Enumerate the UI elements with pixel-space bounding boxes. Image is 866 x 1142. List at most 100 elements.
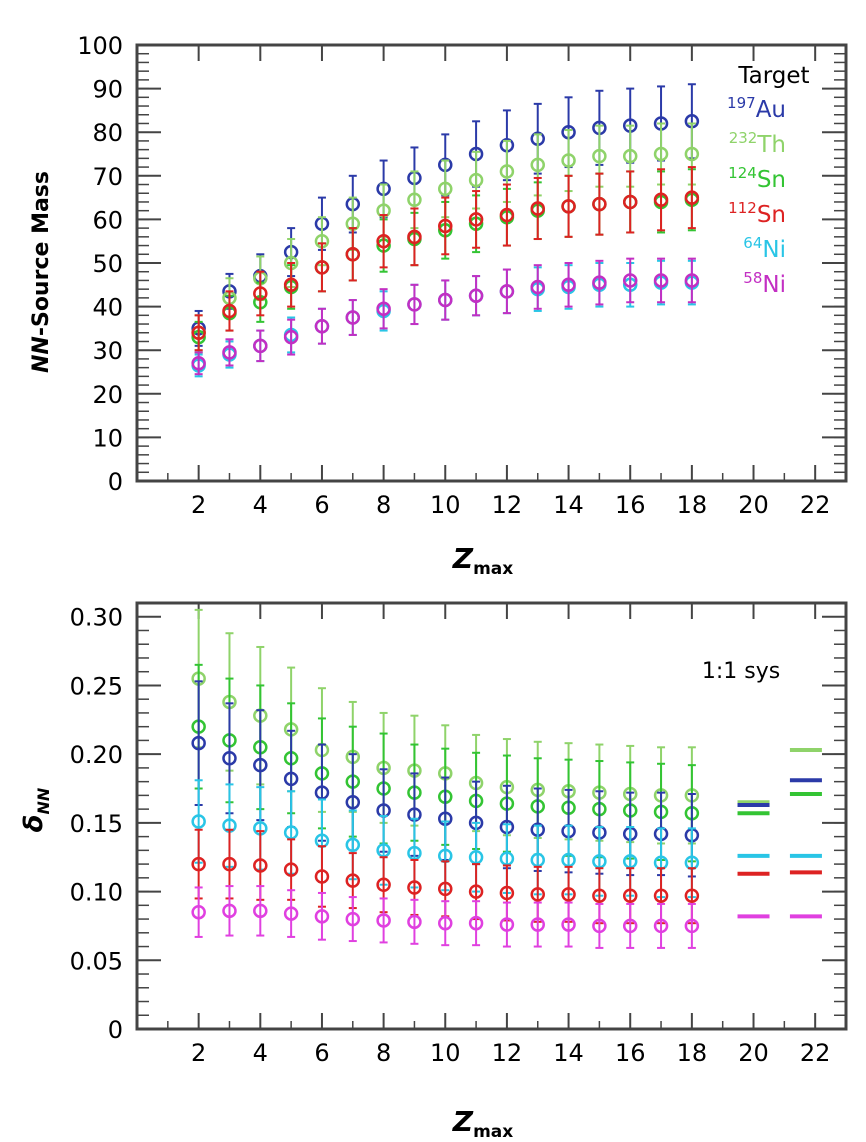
top-y-tick-label: 90 xyxy=(92,76,123,104)
top-data-point xyxy=(561,153,576,168)
bottom-data-point xyxy=(253,858,268,873)
bottom-data-point xyxy=(314,869,330,884)
legend-mass-number: 58 xyxy=(743,269,762,287)
top-data-point xyxy=(407,192,422,208)
top-data-point xyxy=(283,277,299,293)
top-data-point xyxy=(653,273,669,288)
top-x-tick-label: 22 xyxy=(800,491,831,519)
top-data-point xyxy=(283,329,299,345)
top-data-point xyxy=(191,356,206,371)
top-data-point xyxy=(468,212,484,227)
top-data-point xyxy=(468,288,484,303)
top-data-point xyxy=(438,292,453,308)
bottom-data-point xyxy=(253,757,268,773)
top-data-point xyxy=(684,273,700,288)
top-y-axis-label: NN-Source Mass xyxy=(29,171,54,373)
top-data-point xyxy=(530,201,545,216)
top-data-point xyxy=(468,172,484,188)
bottom-data-point xyxy=(191,735,206,751)
bottom-data-point xyxy=(468,915,484,931)
top-y-tick-label: 40 xyxy=(92,294,123,322)
top-series-112Sn xyxy=(191,166,700,352)
top-data-point xyxy=(253,338,268,354)
bottom-x-tick-label: 4 xyxy=(253,1039,268,1067)
top-data-point xyxy=(314,318,330,334)
bottom-x-tick-label: 10 xyxy=(430,1039,461,1067)
top-y-tick-label: 70 xyxy=(92,163,123,191)
bottom-data-points xyxy=(191,608,700,949)
bottom-x-tick-labels: 2 4 6 8 10 12 14 16 18 20 22 xyxy=(191,1039,830,1067)
legend-element-symbol: Ni xyxy=(762,272,786,298)
bottom-x-tick-label: 14 xyxy=(553,1039,584,1067)
top-plot-frame xyxy=(135,43,848,483)
top-data-point xyxy=(345,310,361,325)
bottom-x-tick-label: 16 xyxy=(615,1039,646,1067)
top-data-point xyxy=(530,279,545,295)
top-x-tick-label: 20 xyxy=(738,491,769,519)
bottom-y-tick-label: 0.25 xyxy=(70,672,123,700)
top-series-58Ni xyxy=(191,257,700,376)
legend-mass-number: 232 xyxy=(729,129,758,147)
bottom-data-point xyxy=(253,903,268,919)
bottom-data-point xyxy=(222,856,237,872)
bottom-y-tick-label: 0.30 xyxy=(70,604,123,632)
bottom-series-58Ni xyxy=(191,885,700,949)
top-data-point xyxy=(592,196,607,212)
bottom-data-point xyxy=(653,918,669,934)
bottom-data-point xyxy=(468,884,484,899)
bottom-axis-ticks xyxy=(137,602,847,1030)
top-data-point xyxy=(653,192,669,208)
bottom-data-point xyxy=(592,918,607,934)
top-chart: 2 4 6 8 10 12 14 16 18 20 22 0 10 20 30 40 50 60 70 80 90 10… xyxy=(29,32,848,579)
bottom-data-point xyxy=(283,862,299,877)
top-data-point xyxy=(222,345,237,360)
bottom-x-tick-label: 22 xyxy=(800,1039,831,1067)
bottom-data-point xyxy=(283,906,299,921)
bottom-data-point xyxy=(345,795,361,810)
top-x-tick-label: 8 xyxy=(376,491,391,519)
sys-annotation: 1:1 sys xyxy=(702,659,780,684)
legend-entry-232Th: 232Th xyxy=(729,129,786,158)
bottom-data-point xyxy=(345,837,361,853)
top-data-point xyxy=(222,303,237,319)
top-x-tick-label: 18 xyxy=(677,491,708,519)
bottom-data-point xyxy=(561,917,576,932)
bottom-x-tick-label: 6 xyxy=(314,1039,329,1067)
top-x-tick-labels: 2 4 6 8 10 12 14 16 18 20 22 xyxy=(191,491,830,519)
bottom-data-point xyxy=(684,888,700,903)
bottom-data-point xyxy=(684,918,700,934)
top-data-point xyxy=(684,146,700,162)
bottom-data-point xyxy=(345,911,361,927)
bottom-y-tick-label: 0.05 xyxy=(70,947,123,975)
legend-element-symbol: Au xyxy=(756,97,786,123)
bottom-y-tick-labels: 0 0.05 0.10 0.15 0.20 0.25 0.30 xyxy=(70,604,123,1044)
legend-mass-number: 124 xyxy=(728,164,757,182)
bottom-data-point xyxy=(592,888,607,903)
top-x-tick-label: 14 xyxy=(553,491,584,519)
top-data-point xyxy=(622,273,638,288)
top-data-point xyxy=(376,301,391,317)
bottom-data-point xyxy=(622,918,638,934)
legend-element-symbol: Th xyxy=(756,132,786,158)
legend-entry-58Ni: 58Ni xyxy=(743,269,786,298)
top-x-tick-label: 6 xyxy=(314,491,329,519)
bottom-x-tick-label: 18 xyxy=(677,1039,708,1067)
bottom-x-axis-label: Zmax xyxy=(452,1105,513,1142)
bottom-sys-markers xyxy=(737,748,822,919)
bottom-data-point xyxy=(222,903,237,919)
top-data-point xyxy=(407,297,422,312)
top-y-tick-label: 100 xyxy=(77,32,123,60)
top-y-tick-label: 10 xyxy=(92,424,123,452)
bottom-x-tick-label: 2 xyxy=(191,1039,206,1067)
bottom-y-tick-label: 0 xyxy=(108,1016,123,1044)
bottom-x-tick-label: 8 xyxy=(376,1039,391,1067)
top-data-point xyxy=(314,260,330,275)
legend-element-symbol: Sn xyxy=(757,167,786,193)
bottom-data-point xyxy=(191,814,206,829)
bottom-chart: 2 4 6 8 10 12 14 16 18 20 22 0 0.05 0.10 0.15 0.20 0.25… xyxy=(19,601,848,1142)
legend-mass-number: 64 xyxy=(743,234,762,252)
top-data-point xyxy=(438,218,453,234)
